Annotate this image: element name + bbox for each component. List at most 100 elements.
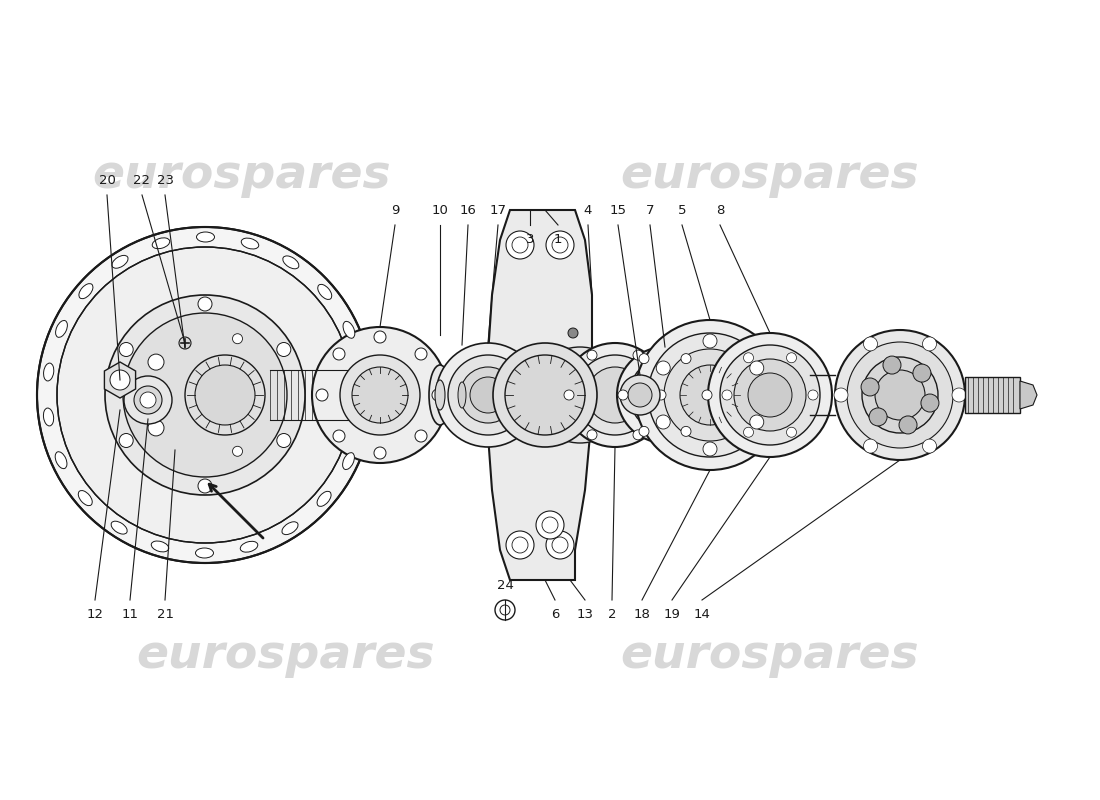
Ellipse shape bbox=[78, 490, 92, 506]
Circle shape bbox=[862, 357, 938, 433]
Circle shape bbox=[575, 355, 654, 435]
Circle shape bbox=[587, 430, 597, 440]
Circle shape bbox=[119, 342, 133, 357]
Text: 5: 5 bbox=[678, 204, 686, 217]
Circle shape bbox=[744, 353, 754, 362]
Text: 16: 16 bbox=[460, 204, 476, 217]
Ellipse shape bbox=[240, 542, 257, 552]
Text: eurospares: eurospares bbox=[136, 634, 436, 678]
Circle shape bbox=[340, 355, 420, 435]
Circle shape bbox=[632, 350, 644, 360]
Ellipse shape bbox=[241, 238, 258, 249]
Text: 8: 8 bbox=[716, 204, 724, 217]
Circle shape bbox=[635, 320, 785, 470]
Circle shape bbox=[512, 537, 528, 553]
Text: eurospares: eurospares bbox=[92, 154, 392, 198]
Polygon shape bbox=[1020, 381, 1037, 409]
Circle shape bbox=[415, 430, 427, 442]
Circle shape bbox=[57, 247, 353, 543]
Circle shape bbox=[134, 386, 162, 414]
Circle shape bbox=[135, 390, 145, 400]
Circle shape bbox=[744, 427, 754, 438]
Circle shape bbox=[750, 415, 763, 429]
Text: 3: 3 bbox=[526, 233, 535, 246]
Circle shape bbox=[506, 531, 534, 559]
Circle shape bbox=[432, 389, 444, 401]
Circle shape bbox=[532, 347, 628, 443]
Circle shape bbox=[869, 408, 887, 426]
Circle shape bbox=[847, 342, 953, 448]
Circle shape bbox=[750, 361, 763, 375]
Circle shape bbox=[786, 427, 796, 438]
Text: 10: 10 bbox=[431, 204, 449, 217]
Ellipse shape bbox=[111, 522, 128, 534]
Circle shape bbox=[703, 442, 717, 456]
Circle shape bbox=[470, 377, 506, 413]
Circle shape bbox=[564, 390, 574, 400]
Text: 14: 14 bbox=[694, 608, 711, 621]
Circle shape bbox=[680, 365, 740, 425]
Circle shape bbox=[542, 517, 558, 533]
Text: 4: 4 bbox=[584, 204, 592, 217]
Circle shape bbox=[864, 439, 878, 453]
Circle shape bbox=[552, 237, 568, 253]
Ellipse shape bbox=[317, 491, 331, 506]
Text: eurospares: eurospares bbox=[620, 154, 920, 198]
Polygon shape bbox=[104, 362, 135, 398]
Text: 17: 17 bbox=[490, 204, 506, 217]
Circle shape bbox=[123, 313, 287, 477]
Circle shape bbox=[316, 389, 328, 401]
Circle shape bbox=[639, 354, 649, 364]
Circle shape bbox=[657, 415, 670, 429]
Ellipse shape bbox=[282, 522, 298, 534]
Circle shape bbox=[448, 355, 528, 435]
Circle shape bbox=[921, 394, 939, 412]
Ellipse shape bbox=[196, 548, 213, 558]
Circle shape bbox=[617, 347, 713, 443]
Circle shape bbox=[808, 390, 818, 400]
Ellipse shape bbox=[79, 284, 92, 298]
Ellipse shape bbox=[56, 321, 67, 338]
Circle shape bbox=[708, 333, 832, 457]
Text: 24: 24 bbox=[496, 579, 514, 592]
Circle shape bbox=[786, 353, 796, 362]
Circle shape bbox=[748, 373, 792, 417]
Ellipse shape bbox=[343, 322, 355, 338]
Circle shape bbox=[277, 342, 290, 357]
Circle shape bbox=[277, 434, 290, 447]
Circle shape bbox=[639, 426, 649, 436]
Circle shape bbox=[656, 390, 666, 400]
Ellipse shape bbox=[458, 382, 466, 408]
Circle shape bbox=[148, 354, 164, 370]
Circle shape bbox=[333, 348, 345, 360]
Circle shape bbox=[312, 327, 448, 463]
Circle shape bbox=[861, 378, 879, 396]
Circle shape bbox=[352, 367, 408, 423]
Text: 13: 13 bbox=[576, 608, 594, 621]
Text: 20: 20 bbox=[99, 174, 116, 187]
Text: 21: 21 bbox=[156, 608, 174, 621]
Text: 18: 18 bbox=[634, 608, 650, 621]
Circle shape bbox=[923, 337, 936, 351]
Text: 6: 6 bbox=[551, 608, 559, 621]
Circle shape bbox=[734, 359, 806, 431]
Circle shape bbox=[587, 367, 643, 423]
Ellipse shape bbox=[152, 238, 169, 249]
Circle shape bbox=[703, 334, 717, 348]
Circle shape bbox=[140, 392, 156, 408]
Text: 12: 12 bbox=[87, 608, 103, 621]
Ellipse shape bbox=[434, 380, 446, 410]
Circle shape bbox=[618, 390, 628, 400]
Circle shape bbox=[120, 340, 230, 450]
Circle shape bbox=[629, 359, 701, 431]
Ellipse shape bbox=[342, 453, 354, 470]
Circle shape bbox=[883, 356, 901, 374]
Circle shape bbox=[436, 343, 540, 447]
Ellipse shape bbox=[429, 365, 451, 425]
Circle shape bbox=[648, 333, 772, 457]
Circle shape bbox=[864, 337, 878, 351]
Circle shape bbox=[644, 373, 688, 417]
Circle shape bbox=[148, 420, 164, 436]
Circle shape bbox=[923, 439, 936, 453]
Circle shape bbox=[563, 343, 667, 447]
